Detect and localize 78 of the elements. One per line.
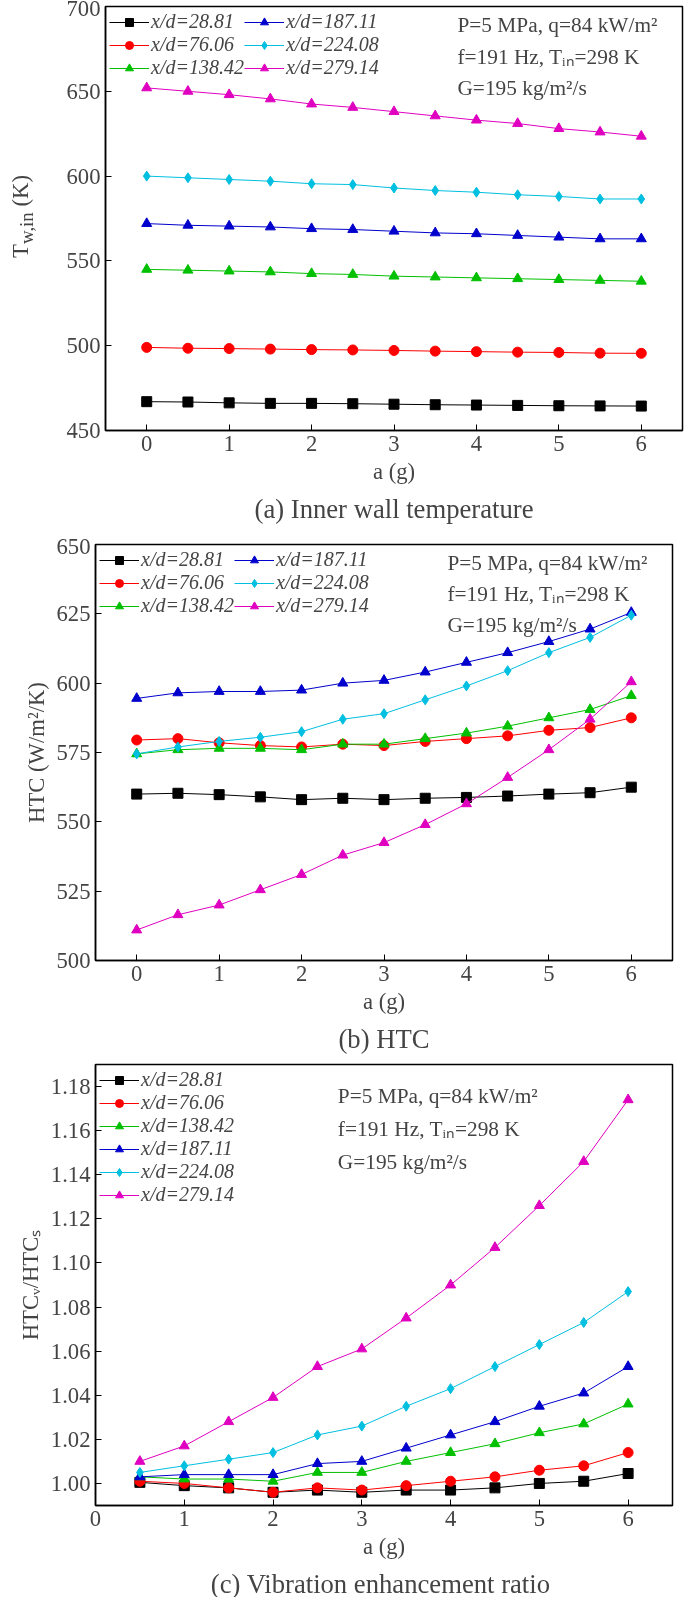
x-tick-label: 5 (533, 1505, 546, 1531)
legend-label: x/d=28.81 (141, 548, 224, 571)
x-tick-label: 3 (388, 430, 400, 456)
y-tick-label: 525 (56, 878, 91, 904)
legend-label: x/d=224.08 (141, 1160, 234, 1183)
text: (b) HTC (338, 1023, 430, 1054)
x-tick-label: 1 (178, 1505, 190, 1531)
y-tick-label: 450 (66, 418, 101, 443)
y-tick-label: 1.00 (50, 1470, 91, 1496)
legend-label: x/d=28.81 (151, 10, 234, 33)
legend-label: x/d=76.06 (141, 1091, 224, 1114)
y-tick-label: 1.10 (50, 1250, 91, 1276)
y-tick-label: 700 (66, 0, 101, 21)
legend-label: x/d=279.14 (141, 1183, 234, 1206)
x-axis-title: a (g) (372, 458, 416, 484)
y-tick-label: 1.16 (50, 1118, 91, 1144)
annotation: f=191 Hz, Tᵢₙ=298 K (337, 1117, 521, 1142)
y-axis-title: HTC (W/m²/K) (23, 682, 49, 823)
legend-label: x/d=187.11 (275, 548, 368, 571)
y-tick-label: 600 (66, 163, 101, 189)
y-tick-label: 1.18 (50, 1074, 91, 1100)
x-tick-label: 0 (141, 430, 153, 456)
x-tick-label: 2 (305, 430, 318, 456)
x-tick-label: 0 (89, 1505, 102, 1531)
y-tick-label: 550 (66, 248, 101, 274)
x-tick-label: 5 (553, 430, 565, 456)
x-tick-label: 5 (543, 960, 555, 986)
annotation: P=5 MPa, q=84 kW/m² (447, 550, 648, 575)
y-tick-label: 500 (56, 948, 91, 973)
x-tick-label: 0 (131, 960, 143, 986)
legend-label: x/d=138.42 (141, 1114, 234, 1137)
y-tick-label: 600 (56, 670, 91, 696)
x-tick-label: 6 (625, 960, 637, 986)
annotation: G=195 kg/m²/s (447, 613, 577, 638)
legend-label: x/d=187.11 (285, 10, 378, 33)
x-tick-label: 6 (622, 1505, 634, 1531)
legend-label: x/d=224.08 (285, 33, 379, 56)
y-tick-label: 650 (56, 533, 91, 559)
x-tick-label: 4 (460, 960, 473, 986)
legend-label: x/d=76.06 (151, 33, 234, 56)
x-tick-label: 1 (223, 430, 235, 456)
y-tick-label: 1.04 (50, 1382, 91, 1408)
x-tick-label: 1 (213, 960, 225, 986)
legend-label: x/d=224.08 (275, 571, 369, 594)
legend-label: x/d=28.81 (141, 1068, 224, 1091)
x-tick-label: 4 (470, 430, 483, 456)
y-tick-label: 1.06 (50, 1338, 91, 1364)
x-axis-title: a (g) (362, 1533, 406, 1559)
legend-label: x/d=138.42 (151, 56, 244, 79)
y-tick-label: 1.08 (50, 1294, 91, 1320)
y-tick-label: 1.12 (50, 1206, 91, 1232)
legend-label: x/d=187.11 (141, 1137, 233, 1160)
annotation: G=195 kg/m²/s (457, 76, 587, 101)
legend-label: x/d=76.06 (141, 571, 224, 594)
annotation: G=195 kg/m²/s (337, 1150, 468, 1175)
x-tick-label: 3 (356, 1505, 368, 1531)
y-axis-title: HTCᵥ/HTCₛ (17, 1229, 43, 1341)
y-tick-label: 575 (56, 740, 91, 765)
legend-label: x/d=279.14 (275, 594, 369, 617)
legend-label: x/d=138.42 (141, 594, 234, 617)
annotation: P=5 MPa, q=84 kW/m² (337, 1084, 538, 1109)
annotation: f=191 Hz, Tᵢₙ=298 K (457, 44, 640, 69)
y-tick-label: 625 (56, 601, 91, 627)
x-tick-label: 3 (378, 960, 390, 986)
text: (a) Inner wall temperature (254, 493, 534, 524)
annotation: f=191 Hz, Tᵢₙ=298 K (447, 581, 630, 606)
y-tick-label: 1.14 (50, 1162, 91, 1188)
x-tick-label: 2 (295, 960, 308, 986)
x-tick-label: 6 (635, 430, 647, 456)
y-tick-label: 650 (66, 78, 101, 104)
y-tick-label: 550 (56, 809, 91, 835)
y-tick-label: 1.02 (50, 1426, 91, 1452)
x-tick-label: 4 (444, 1505, 457, 1531)
legend-label: x/d=279.14 (285, 56, 379, 79)
y-tick-label: 500 (66, 333, 101, 359)
annotation: P=5 MPa, q=84 kW/m² (457, 12, 658, 37)
x-tick-label: 2 (267, 1505, 279, 1531)
x-axis-title: a (g) (362, 988, 406, 1014)
